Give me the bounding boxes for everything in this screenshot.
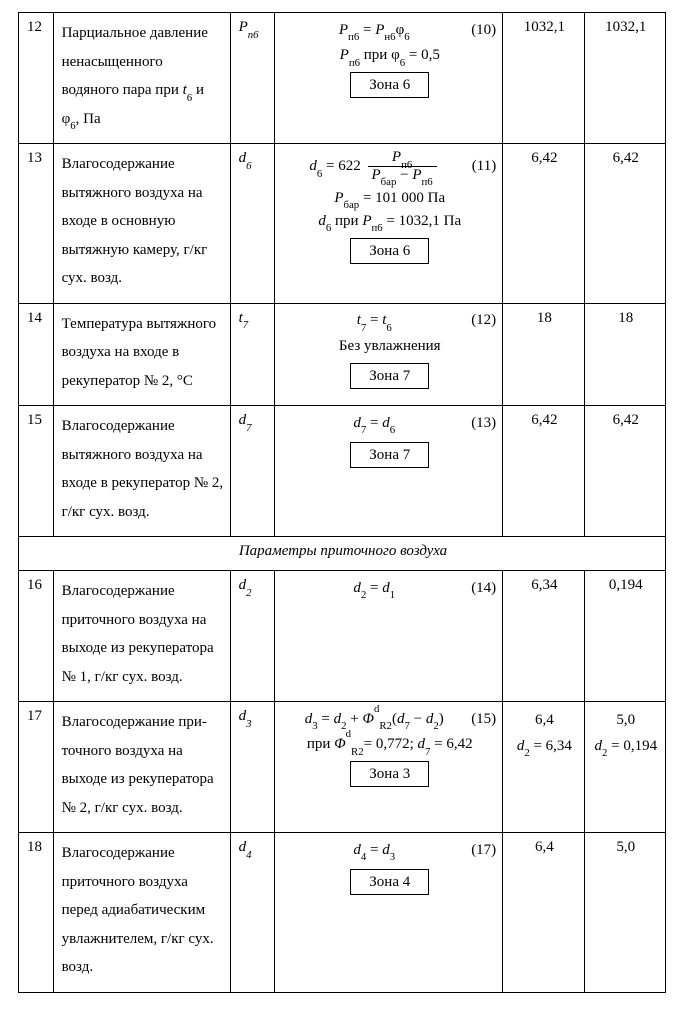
equation-number: (11) (472, 158, 496, 175)
equation-row: d3 = d2 + ΦdR2(d7 − d2) (15) (283, 708, 496, 730)
section-header: Параметры приточного воздуха (19, 537, 666, 571)
value-col-2: 5,0d2 = 0,194 (584, 702, 665, 833)
page: 12 Парциальное давление ненасыщенного во… (0, 0, 684, 1011)
equation-number: (12) (471, 312, 496, 329)
zone-box: Зона 7 (350, 442, 429, 468)
equation-row: Pп6 = Pн6φ6 (10) (283, 19, 496, 41)
fraction-numerator: Pп6 (368, 150, 437, 166)
fraction: Pп6 Pбар − Pп6 (368, 150, 437, 184)
parameter-formula: d3 = d2 + ΦdR2(d7 − d2) (15) при ΦdR2= 0… (275, 702, 503, 833)
equation: t7 = t6 (283, 312, 465, 329)
table-row: 14 Температура вытяжного воздуха на вход… (19, 303, 666, 406)
row-number: 16 (19, 571, 54, 702)
equation: d6 = 622 Pп6 Pбар − Pп6 (283, 150, 465, 184)
table-row: 12 Парциальное давление ненасыщенного во… (19, 13, 666, 144)
equation-number: (15) (471, 711, 496, 728)
row-number: 12 (19, 13, 54, 144)
equation-number: (17) (471, 842, 496, 859)
row-number: 14 (19, 303, 54, 406)
parameter-name: Влагосодержание приточного воздуха на вы… (53, 571, 230, 702)
equation: d3 = d2 + ΦdR2(d7 − d2) (283, 711, 465, 728)
value-col-1: 18 (503, 303, 584, 406)
zone-box: Зона 6 (350, 72, 429, 98)
value-col-2: 5,0 (584, 833, 665, 993)
parameter-symbol: d6 (230, 144, 275, 304)
table-row: 13 Влагосодержание вытяжного воздуха на … (19, 144, 666, 304)
formula-note: при ΦdR2= 0,772; d7 = 6,42 (307, 736, 473, 753)
value-col-1: 6,42 (503, 406, 584, 537)
value-col-2: 6,42 (584, 144, 665, 304)
parameter-formula: d6 = 622 Pп6 Pбар − Pп6 (11) Pбар = 101 … (275, 144, 503, 304)
parameter-symbol: d4 (230, 833, 275, 993)
parameter-symbol: d2 (230, 571, 275, 702)
parameter-name: Парциальное давление ненасыщенного водян… (53, 13, 230, 144)
value-col-2: 6,42 (584, 406, 665, 537)
parameter-formula: d7 = d6 (13) Зона 7 (275, 406, 503, 537)
zone-box: Зона 3 (350, 761, 429, 787)
value-col-1: 6,4d2 = 6,34 (503, 702, 584, 833)
parameter-symbol: d7 (230, 406, 275, 537)
equation-row: d7 = d6 (13) (283, 412, 496, 434)
value-col-2: 0,194 (584, 571, 665, 702)
parameter-symbol: Pп6 (230, 13, 275, 144)
equation: d2 = d1 (283, 580, 465, 597)
parameter-name: Влагосодержание при-точного воздуха на в… (53, 702, 230, 833)
row-number: 15 (19, 406, 54, 537)
parameter-symbol: d3 (230, 702, 275, 833)
parameter-formula: d2 = d1 (14) (275, 571, 503, 702)
zone-box: Зона 6 (350, 238, 429, 264)
value-col-1: 6,4 (503, 833, 584, 993)
value-col-2: 1032,1 (584, 13, 665, 144)
table-row: 17 Влагосодержание при-точного воздуха н… (19, 702, 666, 833)
formula-note: Без увлажнения (339, 338, 441, 355)
equation: d7 = d6 (283, 415, 465, 432)
parameters-table: 12 Парциальное давление ненасыщенного во… (18, 12, 666, 993)
equation-row: d4 = d3 (17) (283, 839, 496, 861)
equation: d4 = d3 (283, 842, 465, 859)
value-col-1: 6,42 (503, 144, 584, 304)
row-number: 17 (19, 702, 54, 833)
equation-row: d2 = d1 (14) (283, 577, 496, 599)
formula-note: Pп6 при φ6 = 0,5 (340, 47, 440, 64)
equation-number: (14) (471, 580, 496, 597)
value-col-1: 6,34 (503, 571, 584, 702)
zone-box: Зона 7 (350, 363, 429, 389)
parameter-name: Влагосодержание приточного воздуха перед… (53, 833, 230, 993)
value-col-1: 1032,1 (503, 13, 584, 144)
formula-note: d6 при Pп6 = 1032,1 Па (318, 213, 461, 230)
parameter-formula: d4 = d3 (17) Зона 4 (275, 833, 503, 993)
parameter-symbol: t7 (230, 303, 275, 406)
parameter-formula: t7 = t6 (12) Без увлажнения Зона 7 (275, 303, 503, 406)
table-row: 15 Влагосодержание вытяжного воздуха на … (19, 406, 666, 537)
row-number: 13 (19, 144, 54, 304)
zone-box: Зона 4 (350, 869, 429, 895)
row-number: 18 (19, 833, 54, 993)
parameter-formula: Pп6 = Pн6φ6 (10) Pп6 при φ6 = 0,5 Зона 6 (275, 13, 503, 144)
equation-row: t7 = t6 (12) (283, 310, 496, 332)
parameter-name: Влагосодержание вытяжного воздуха на вхо… (53, 406, 230, 537)
equation-lhs: d6 = 622 (309, 158, 360, 174)
equation-number: (13) (471, 415, 496, 432)
table-row: 18 Влагосодержание приточного воздуха пе… (19, 833, 666, 993)
section-header-row: Параметры приточного воздуха (19, 537, 666, 571)
equation: Pп6 = Pн6φ6 (283, 22, 465, 39)
equation-row: d6 = 622 Pп6 Pбар − Pп6 (11) (283, 150, 496, 184)
formula-note: Pбар = 101 000 Па (334, 190, 445, 207)
value-col-2: 18 (584, 303, 665, 406)
parameter-name: Влагосодержание вытяжного воздуха на вхо… (53, 144, 230, 304)
equation-number: (10) (471, 22, 496, 39)
table-row: 16 Влагосодержание приточного воздуха на… (19, 571, 666, 702)
parameter-name: Температура вытяжного воздуха на входе в… (53, 303, 230, 406)
